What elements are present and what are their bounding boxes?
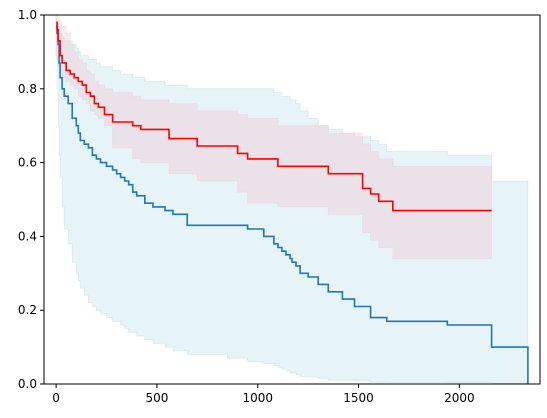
plot-frame: [43, 14, 541, 385]
x-tick-label: 1500: [343, 391, 374, 405]
x-axis: 0 500 1000 1500 2000: [52, 384, 475, 405]
y-tick-label: 0.4: [18, 229, 37, 243]
y-tick-label: 0.0: [18, 377, 37, 391]
x-tick-label: 500: [145, 391, 168, 405]
x-tick-label: 2000: [444, 391, 475, 405]
confidence-bands: [55, 14, 529, 384]
y-tick-label: 0.8: [18, 82, 37, 96]
y-tick-label: 0.2: [18, 303, 37, 317]
survival-curve-2: [56, 21, 492, 212]
y-tick-label: 1.0: [18, 8, 37, 22]
confidence-band-1: [55, 18, 529, 384]
x-tick-label: 0: [52, 391, 60, 405]
y-axis: 0.0 0.2 0.4 0.6 0.8 1.0: [18, 8, 44, 391]
survival-curves: [56, 21, 529, 384]
confidence-band-2: [55, 14, 493, 259]
survival-curve-1: [56, 25, 529, 384]
x-tick-label: 1000: [242, 391, 273, 405]
y-tick-label: 0.6: [18, 156, 37, 170]
